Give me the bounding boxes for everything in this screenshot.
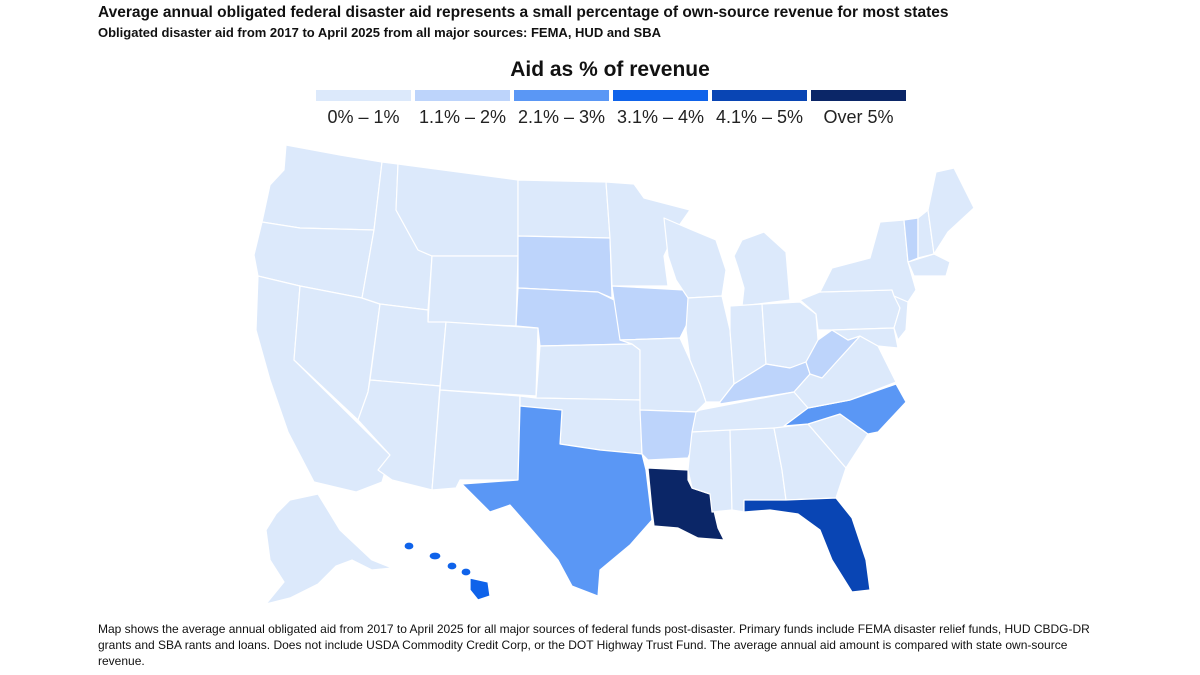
chart-title: Average annual obligated federal disaste… [98, 4, 949, 21]
chart-subtitle: Obligated disaster aid from 2017 to Apri… [98, 25, 661, 40]
state-NM [431, 389, 521, 491]
state-ND [517, 179, 611, 239]
legend-item-5: Over 5% [811, 90, 906, 128]
state-MA [907, 253, 951, 277]
legend-label-4: 4.1% – 5% [715, 107, 804, 127]
footnote: Map shows the average annual obligated a… [98, 622, 1090, 668]
state-WI [663, 217, 727, 299]
state-MO [619, 337, 707, 413]
state-WY [427, 255, 519, 327]
legend-label-1: 1.1% – 2% [418, 107, 507, 127]
legend-label-2: 2.1% – 3% [517, 107, 606, 127]
legend: 0% – 1% 1.1% – 2% 2.1% – 3% 3.1% – 4% 4.… [316, 90, 906, 128]
state-MI [733, 231, 791, 307]
state-TX [461, 405, 653, 597]
state-IA [611, 285, 693, 341]
state-ME [927, 167, 975, 255]
legend-label-5: Over 5% [823, 107, 894, 127]
state-NY [819, 219, 917, 303]
legend-swatch-0 [316, 90, 411, 101]
legend-item-1: 1.1% – 2% [415, 90, 510, 128]
legend-title: Aid as % of revenue [510, 58, 710, 81]
state-CO [439, 321, 539, 397]
state-HI [403, 541, 491, 601]
legend-item-3: 3.1% – 4% [613, 90, 708, 128]
legend-label-3: 3.1% – 4% [616, 107, 705, 127]
state-LA [647, 467, 725, 541]
legend-swatch-2 [514, 90, 609, 101]
state-WA [261, 144, 383, 231]
legend-item-2: 2.1% – 3% [514, 90, 609, 128]
legend-swatch-4 [712, 90, 807, 101]
legend-label-0: 0% – 1% [327, 107, 400, 127]
state-FL [743, 497, 871, 593]
state-MT [395, 163, 519, 257]
state-AK [265, 493, 393, 605]
legend-item-4: 4.1% – 5% [712, 90, 807, 128]
legend-swatch-5 [811, 90, 906, 101]
legend-swatch-1 [415, 90, 510, 101]
legend-swatch-3 [613, 90, 708, 101]
state-KS [535, 343, 641, 401]
legend-item-0: 0% – 1% [316, 90, 411, 128]
state-IL [685, 295, 735, 403]
